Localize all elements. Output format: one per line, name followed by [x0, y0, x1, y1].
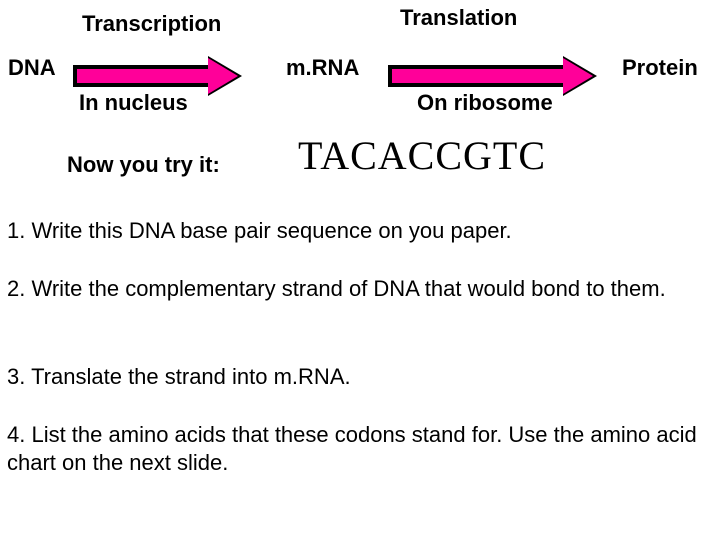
- transcription-label: Transcription: [82, 11, 221, 37]
- dna-node: DNA: [8, 55, 56, 81]
- instruction-2: 2. Write the complementary strand of DNA…: [7, 275, 717, 303]
- translation-label: Translation: [400, 5, 517, 31]
- instruction-1: 1. Write this DNA base pair sequence on …: [7, 217, 717, 245]
- arrow-transcription: [75, 58, 245, 94]
- instruction-3: 3. Translate the strand into m.RNA.: [7, 363, 717, 391]
- arrow-translation: [390, 58, 600, 94]
- on-ribosome-label: On ribosome: [417, 90, 553, 116]
- dna-sequence: TACACCGTC: [298, 132, 546, 179]
- mrna-node: m.RNA: [286, 55, 359, 81]
- now-try-label: Now you try it:: [67, 152, 220, 178]
- protein-node: Protein: [622, 55, 698, 81]
- instruction-4: 4. List the amino acids that these codon…: [7, 421, 720, 476]
- in-nucleus-label: In nucleus: [79, 90, 188, 116]
